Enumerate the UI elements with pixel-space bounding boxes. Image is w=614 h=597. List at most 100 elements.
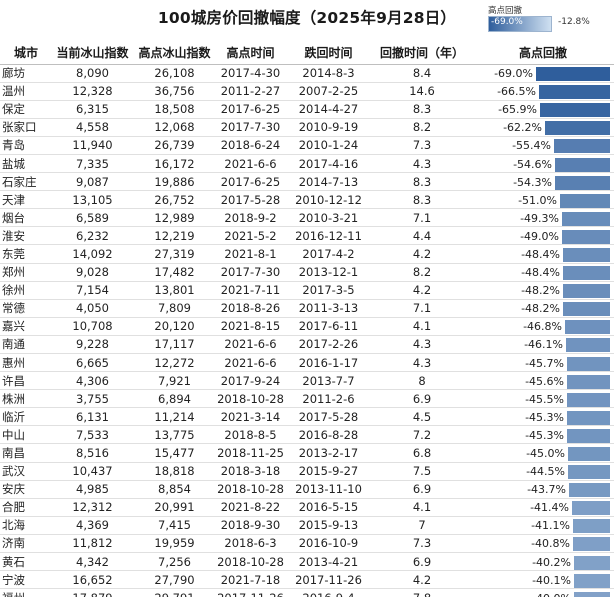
peak-time-cell: 2018-6-3	[216, 534, 285, 554]
table-row: 天津 13,105 26,752 2017-5-28 2010-12-12 8.3 -51.…	[0, 190, 614, 210]
duration-cell: 8	[372, 371, 472, 391]
peak-index-cell: 15,477	[133, 443, 216, 463]
drop-time-cell: 2013-7-7	[285, 371, 372, 391]
legend-max-label: -12.8%	[558, 17, 590, 27]
city-cell: 徐州	[0, 281, 52, 300]
drawdown-bar	[567, 392, 610, 407]
peak-index-cell: 18,508	[133, 100, 216, 119]
current-index-cell: 7,335	[52, 154, 133, 174]
drop-time-cell: 2014-8-3	[285, 64, 372, 83]
table-row: 南通 9,228 17,117 2021-6-6 2017-2-26 4.3 -46.1%	[0, 335, 614, 355]
drawdown-bar	[540, 103, 610, 118]
current-index-cell: 9,228	[52, 335, 133, 355]
drop-time-cell: 2016-10-9	[285, 534, 372, 554]
drawdown-cell: -45.7%	[472, 353, 614, 373]
drop-time-cell: 2013-12-1	[285, 263, 372, 282]
city-cell: 嘉兴	[0, 317, 52, 336]
drawdown-label: -48.4%	[521, 247, 560, 261]
table-row: 东莞 14,092 27,319 2021-8-1 2017-4-2 4.2 -48.4%	[0, 244, 614, 264]
drawdown-label: -54.3%	[513, 175, 552, 189]
peak-index-cell: 36,756	[133, 82, 216, 101]
drawdown-bar	[574, 555, 610, 570]
duration-cell: 4.1	[372, 317, 472, 336]
peak-time-cell: 2021-5-2	[216, 226, 285, 246]
drop-time-cell: 2017-11-26	[285, 570, 372, 590]
peak-time-cell: 2018-10-28	[216, 552, 285, 572]
drop-time-cell: 2015-9-27	[285, 462, 372, 481]
duration-cell: 8.2	[372, 263, 472, 282]
current-index-cell: 11,812	[52, 534, 133, 554]
peak-time-cell: 2018-3-18	[216, 462, 285, 481]
duration-cell: 7	[372, 516, 472, 535]
current-index-cell: 7,533	[52, 425, 133, 445]
drawdown-cell: -51.0%	[472, 190, 614, 210]
drawdown-cell: -55.4%	[472, 136, 614, 155]
drawdown-cell: -48.2%	[472, 299, 614, 318]
drop-time-cell: 2017-3-5	[285, 281, 372, 300]
drawdown-bar	[573, 519, 610, 534]
drop-time-cell: 2010-3-21	[285, 208, 372, 228]
city-cell: 临沂	[0, 407, 52, 427]
header-peak-index: 高点冰山指数	[133, 42, 216, 65]
duration-cell: 4.2	[372, 281, 472, 300]
drawdown-bar	[555, 175, 610, 190]
drawdown-bar	[567, 410, 610, 425]
drawdown-label: -45.0%	[526, 447, 565, 461]
current-index-cell: 7,154	[52, 281, 133, 300]
table-row: 常德 4,050 7,809 2018-8-26 2011-3-13 7.1 -48.2%	[0, 299, 614, 318]
peak-index-cell: 7,809	[133, 299, 216, 318]
table-row: 合肥 12,312 20,991 2021-8-22 2016-5-15 4.1 -41.4…	[0, 498, 614, 517]
drawdown-cell: -45.5%	[472, 389, 614, 409]
drop-time-cell: 2016-5-15	[285, 498, 372, 517]
duration-cell: 4.2	[372, 570, 472, 590]
current-index-cell: 4,985	[52, 480, 133, 499]
drawdown-label: -62.2%	[503, 121, 542, 135]
drawdown-cell: -48.2%	[472, 281, 614, 300]
table-row: 安庆 4,985 8,854 2018-10-28 2013-11-10 6.9 -43.7…	[0, 480, 614, 499]
duration-cell: 7.3	[372, 136, 472, 155]
current-index-cell: 10,437	[52, 462, 133, 481]
city-cell: 廊坊	[0, 64, 52, 83]
current-index-cell: 12,328	[52, 82, 133, 101]
city-cell: 中山	[0, 425, 52, 445]
header-peak-time: 高点时间	[216, 42, 285, 65]
legend-gradient-bar	[488, 16, 552, 32]
table-row: 温州 12,328 36,756 2011-2-27 2007-2-25 14.6 -66.…	[0, 82, 614, 101]
drop-time-cell: 2011-3-13	[285, 299, 372, 318]
table-row: 徐州 7,154 13,801 2021-7-11 2017-3-5 4.2 -48.2%	[0, 281, 614, 300]
drawdown-table: 城市 当前冰山指数 高点冰山指数 高点时间 跌回时间 回撤时间（年） 高点回撤 …	[0, 42, 614, 597]
peak-index-cell: 12,989	[133, 208, 216, 228]
duration-cell: 7.8	[372, 588, 472, 597]
peak-time-cell: 2021-8-15	[216, 317, 285, 336]
header-drawdown: 高点回撤	[472, 42, 614, 65]
drawdown-cell: -40.2%	[472, 552, 614, 572]
current-index-cell: 6,232	[52, 226, 133, 246]
peak-index-cell: 8,854	[133, 480, 216, 499]
duration-cell: 7.3	[372, 534, 472, 554]
duration-cell: 8.3	[372, 172, 472, 192]
current-index-cell: 17,879	[52, 588, 133, 597]
drawdown-cell: -66.5%	[472, 82, 614, 101]
legend-min-label: -69.0%	[491, 17, 523, 27]
current-index-cell: 8,090	[52, 64, 133, 83]
drawdown-label: -45.5%	[525, 392, 564, 406]
duration-cell: 8.4	[372, 64, 472, 83]
peak-index-cell: 26,739	[133, 136, 216, 155]
duration-cell: 6.9	[372, 480, 472, 499]
drawdown-cell: -54.3%	[472, 172, 614, 192]
drawdown-cell: -41.1%	[472, 516, 614, 535]
current-index-cell: 4,558	[52, 118, 133, 137]
peak-time-cell: 2017-7-30	[216, 118, 285, 137]
table-row: 武汉 10,437 18,818 2018-3-18 2015-9-27 7.5 -44.5…	[0, 462, 614, 481]
city-cell: 盐城	[0, 154, 52, 174]
current-index-cell: 6,315	[52, 100, 133, 119]
drawdown-label: -41.1%	[531, 519, 570, 533]
drawdown-bar	[573, 537, 610, 552]
city-cell: 东莞	[0, 244, 52, 264]
drawdown-bar	[539, 85, 610, 100]
current-index-cell: 4,342	[52, 552, 133, 572]
drop-time-cell: 2017-5-28	[285, 407, 372, 427]
table-row: 中山 7,533 13,775 2018-8-5 2016-8-28 7.2 -45.3%	[0, 425, 614, 445]
drawdown-label: -69.0%	[494, 67, 533, 81]
city-cell: 天津	[0, 190, 52, 210]
